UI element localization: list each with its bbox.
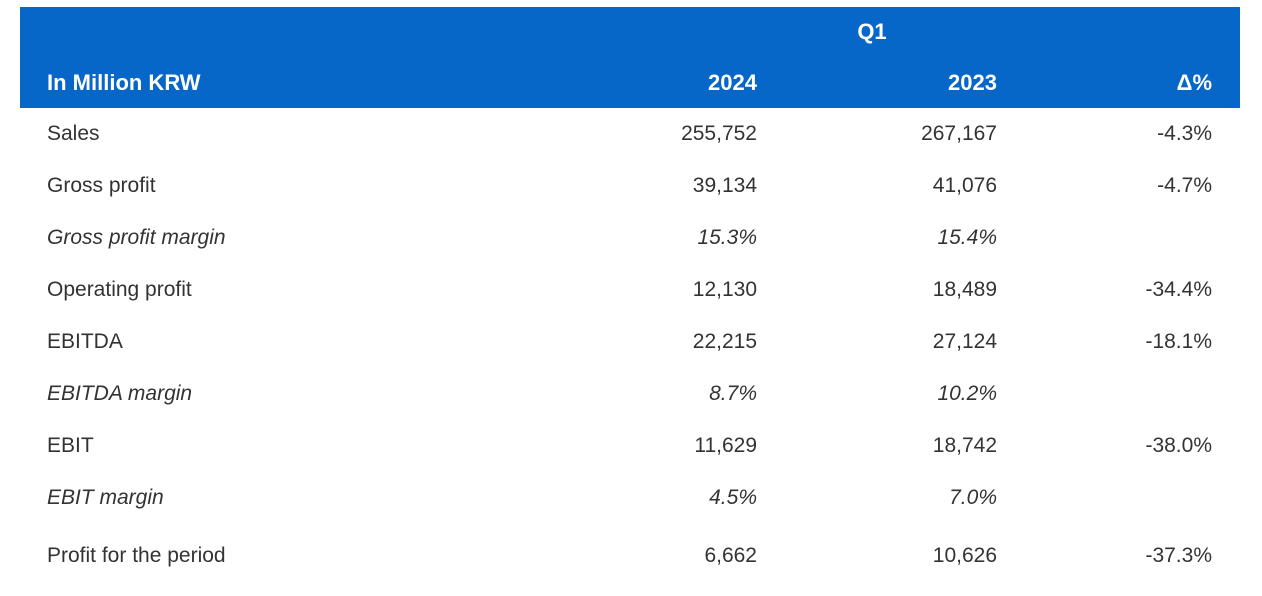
value-delta: -4.7% (1157, 174, 1212, 197)
value-2023: 267,167 (921, 122, 997, 145)
value-2024: 22,215 (692, 330, 757, 353)
col-header-2024: 2024 (708, 69, 757, 95)
value-2023: 10,626 (932, 544, 997, 567)
row-label: EBIT (47, 434, 94, 457)
value-2024: 4.5% (709, 486, 757, 509)
row-label: EBITDA (47, 330, 123, 353)
value-2024: 6,662 (704, 544, 757, 567)
row-label: Gross profit margin (47, 226, 226, 249)
table-row: EBITDA margin 8.7% 10.2% (20, 368, 1240, 420)
value-delta: -18.1% (1145, 330, 1212, 353)
value-2024: 11,629 (694, 434, 757, 457)
value-2023: 10.2% (937, 382, 997, 405)
unit-label: In Million KRW (47, 69, 201, 95)
table-row: Sales 255,752 267,167 -4.3% (20, 108, 1240, 160)
value-delta: -4.3% (1157, 122, 1212, 145)
row-label: EBITDA margin (47, 382, 193, 405)
value-2024: 255,752 (681, 122, 757, 145)
table-row: Gross profit margin 15.3% 15.4% (20, 212, 1240, 264)
value-2023: 18,742 (932, 434, 997, 457)
col-header-delta: Δ% (1176, 69, 1212, 95)
table-row: EBIT 11,629 18,742 -38.0% (20, 420, 1240, 472)
period-header-row: Q1 (20, 7, 1240, 57)
col-header-2023: 2023 (948, 69, 997, 95)
table-row: Profit for the period 6,662 10,626 -37.3% (20, 530, 1240, 582)
value-2024: 39,134 (692, 174, 757, 197)
row-label: EBIT margin (47, 486, 164, 509)
row-label: Sales (47, 122, 100, 145)
column-header-row: In Million KRW 2024 2023 Δ% (20, 57, 1240, 108)
value-2024: 8.7% (709, 382, 757, 405)
value-2023: 7.0% (949, 486, 997, 509)
value-delta: -37.3% (1145, 544, 1212, 567)
row-label: Gross profit (47, 174, 156, 197)
value-2023: 41,076 (932, 174, 997, 197)
table-row: Gross profit 39,134 41,076 -4.7% (20, 160, 1240, 212)
value-2023: 27,124 (932, 330, 997, 353)
financial-results-table: Q1 In Million KRW 2024 2023 Δ% Sales 255,… (20, 7, 1240, 582)
value-2024: 15.3% (697, 226, 757, 249)
table-row: Operating profit 12,130 18,489 -34.4% (20, 264, 1240, 316)
row-label: Profit for the period (47, 544, 226, 567)
value-2023: 15.4% (937, 226, 997, 249)
value-2024: 12,130 (692, 278, 757, 301)
table-row: EBITDA 22,215 27,124 -18.1% (20, 316, 1240, 368)
table-body: Sales 255,752 267,167 -4.3% Gross profit 39,1… (20, 108, 1240, 582)
table-header: Q1 In Million KRW 2024 2023 Δ% (20, 7, 1240, 108)
period-header: Q1 (857, 19, 887, 44)
value-delta: -34.4% (1145, 278, 1212, 301)
row-label: Operating profit (47, 278, 192, 301)
value-2023: 18,489 (932, 278, 997, 301)
value-delta: -38.0% (1145, 434, 1212, 457)
table-row: EBIT margin 4.5% 7.0% (20, 472, 1240, 524)
